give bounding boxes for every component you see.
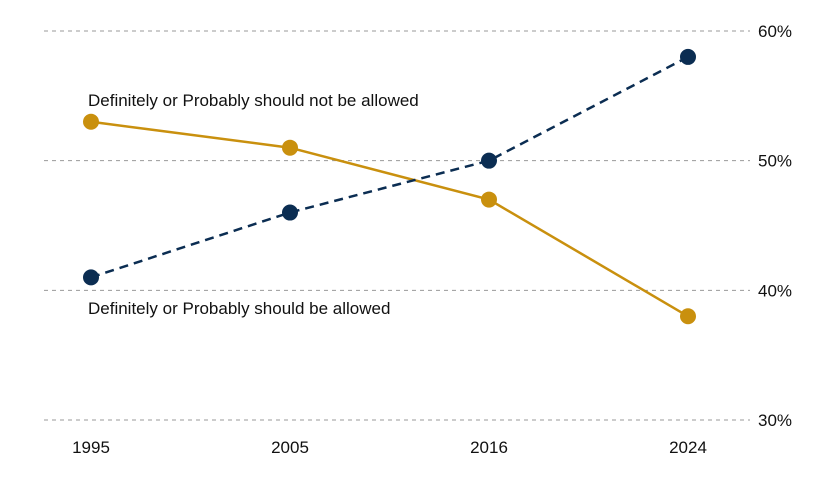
series-line — [90, 55, 689, 279]
data-point — [481, 152, 497, 169]
x-axis-tick-labels: 1995 2005 2016 2024 — [72, 438, 707, 457]
data-point — [83, 269, 99, 286]
x-tick-label: 1995 — [72, 438, 110, 457]
series-label-allowed: Definitely or Probably should be allowed — [88, 299, 390, 318]
y-tick-label: 40% — [758, 281, 792, 300]
data-point — [282, 204, 298, 221]
y-axis-tick-labels: 30% 40% 50% 60% — [758, 22, 792, 430]
data-point — [680, 48, 696, 65]
series-lines — [83, 48, 696, 325]
series-1 — [83, 48, 696, 286]
data-point — [481, 191, 497, 208]
series-line — [90, 120, 689, 318]
x-tick-label: 2024 — [669, 438, 707, 457]
data-point — [83, 113, 99, 130]
data-point — [282, 139, 298, 156]
y-tick-label: 60% — [758, 22, 792, 41]
x-tick-label: 2016 — [470, 438, 508, 457]
data-point — [680, 308, 696, 325]
y-tick-label: 50% — [758, 152, 792, 171]
series-0 — [83, 113, 696, 325]
series-label-not-allowed: Definitely or Probably should not be all… — [88, 91, 419, 110]
x-tick-label: 2005 — [271, 438, 309, 457]
y-tick-label: 30% — [758, 411, 792, 430]
series-labels: Definitely or Probably should not be all… — [88, 91, 419, 318]
gridlines — [44, 30, 750, 421]
